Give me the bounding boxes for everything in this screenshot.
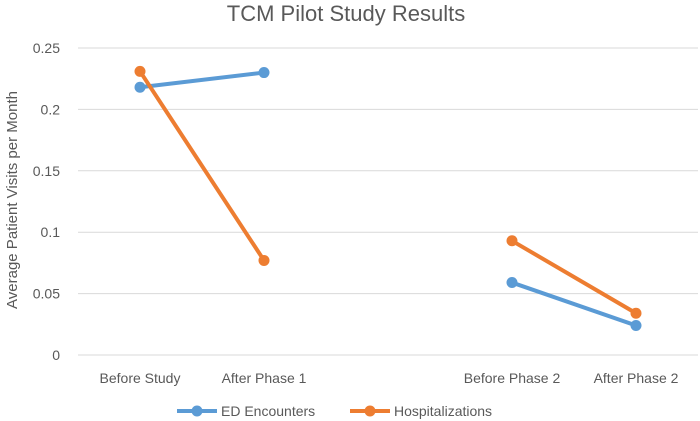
y-tick-label: 0.25: [33, 40, 60, 56]
data-point: [630, 307, 642, 319]
x-tick-label: After Phase 2: [594, 370, 679, 386]
x-axis-ticks: Before Study After Phase 1 Before Phase 2 A…: [100, 370, 679, 386]
legend-label: Hospitalizations: [394, 403, 492, 419]
series-line: [138, 69, 266, 263]
chart-title: TCM Pilot Study Results: [227, 1, 465, 26]
y-axis-ticks: 0 0.05 0.1 0.15 0.2 0.25: [33, 40, 60, 363]
legend-marker: [191, 405, 203, 417]
x-tick-label: After Phase 1: [222, 370, 307, 386]
legend-item: ED Encounters: [177, 403, 315, 419]
data-point: [134, 65, 146, 77]
data-point: [630, 320, 642, 332]
y-tick-label: 0: [52, 347, 60, 363]
series-line: [510, 238, 638, 316]
data-point: [506, 235, 518, 247]
series-1: [134, 65, 642, 319]
y-axis-title: Average Patient Visits per Month: [4, 91, 21, 309]
series-line: [510, 280, 638, 328]
data-point: [258, 254, 270, 266]
x-tick-label: Before Study: [100, 370, 181, 386]
series-0: [134, 67, 642, 332]
series-layer: [134, 65, 642, 332]
legend: ED Encounters Hospitalizations: [177, 403, 492, 419]
y-tick-label: 0.1: [41, 224, 61, 240]
legend-marker: [364, 405, 376, 417]
x-tick-label: Before Phase 2: [464, 370, 561, 386]
gridlines: [78, 47, 698, 356]
data-point: [134, 81, 146, 93]
y-tick-label: 0.2: [41, 101, 61, 117]
y-tick-label: 0.05: [33, 286, 60, 302]
y-tick-label: 0.15: [33, 163, 60, 179]
legend-item: Hospitalizations: [350, 403, 492, 419]
legend-label: ED Encounters: [221, 403, 315, 419]
series-line: [138, 70, 266, 90]
data-point: [258, 67, 270, 79]
data-point: [506, 277, 518, 289]
